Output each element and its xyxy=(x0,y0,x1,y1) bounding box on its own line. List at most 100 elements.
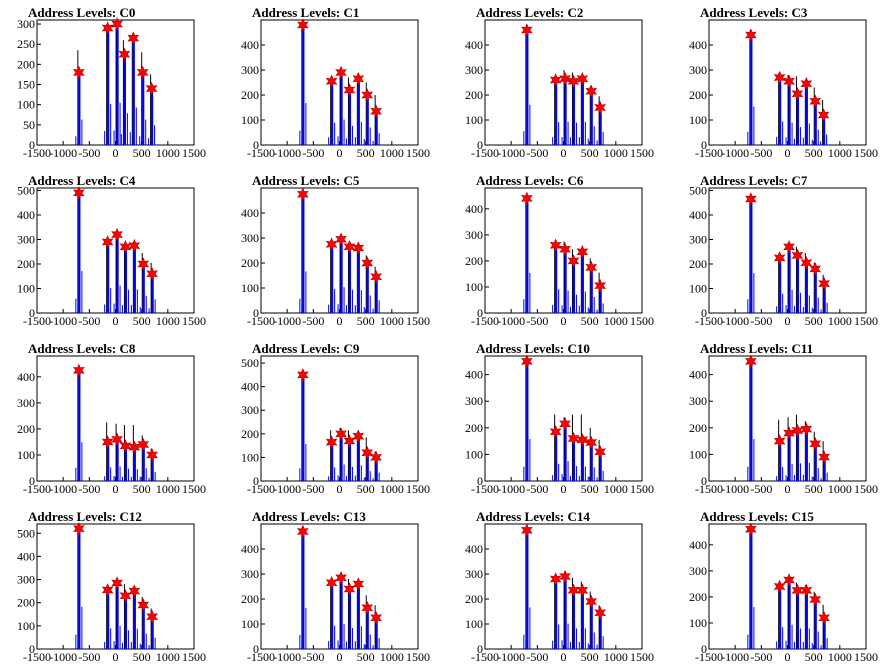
peak-marker xyxy=(352,577,365,591)
chart-panel: Address Levels: C15 0 100 200 300 400 -1500 -10… xyxy=(672,504,896,672)
y-tick-label: 100 xyxy=(465,447,483,461)
peak-marker xyxy=(791,583,804,598)
y-tick-label: 300 xyxy=(241,231,259,245)
peak-marker xyxy=(800,77,813,91)
x-tick-label: 500 xyxy=(581,482,599,496)
peak-5 xyxy=(809,87,822,145)
peak-marker xyxy=(128,584,141,598)
x-tick-label: -1500 xyxy=(23,146,51,160)
y-tick-label: 500 xyxy=(17,183,35,197)
peak-marker xyxy=(335,232,347,246)
chart-panel: Address Levels: C9 0 100 200 300 400 500 -1500-… xyxy=(224,336,448,504)
plot-frame xyxy=(260,355,419,482)
peak-4 xyxy=(352,577,365,649)
chart-svg: 0 100 200 300 400 500 -1500-1000 -500 0 500 1000 15… xyxy=(689,183,878,328)
peak-2 xyxy=(111,576,123,649)
peak-6 xyxy=(370,450,382,481)
x-tick-label: -500 xyxy=(750,650,772,664)
x-tick-label: 1500 xyxy=(854,314,878,328)
peak-5 xyxy=(585,427,598,481)
chart-svg: 0 100 200 300 400 -1500-1000 -500 0 500 1000 1500 xyxy=(241,523,430,664)
peak-1 xyxy=(549,572,562,649)
chart-svg: 0 100 200 300 400 -1500-1000 -500 0 500 1000 1500 xyxy=(689,19,878,160)
peak-5 xyxy=(585,591,598,649)
x-tick-label: 500 xyxy=(581,650,599,664)
chart-panel: Address Levels: C1 0 100 200 300 400 -1500 -100… xyxy=(224,0,448,168)
x-tick-label: 500 xyxy=(357,146,375,160)
y-tick-label: 0 xyxy=(701,138,707,152)
x-tick-label: 0 xyxy=(337,482,343,496)
y-tick-label: 0 xyxy=(701,306,707,320)
chart-title: Address Levels: C13 xyxy=(252,509,366,524)
peak-marker xyxy=(773,70,786,85)
peak-marker xyxy=(352,241,365,255)
peak-marker xyxy=(800,422,813,436)
peak-marker xyxy=(567,254,580,268)
chart-title: Address Levels: C12 xyxy=(28,509,142,524)
peak-5 xyxy=(137,596,150,649)
y-tick-label: 300 xyxy=(17,396,35,410)
peak-2 xyxy=(559,569,571,649)
y-tick-label: 300 xyxy=(689,232,707,246)
peak-3 xyxy=(118,40,131,145)
chart-svg: 0 100 200 300 400 -1500-1000 -500 0 500 1000 1500 xyxy=(465,187,654,328)
y-tick-label: 100 xyxy=(465,617,483,631)
peak-marker xyxy=(521,23,533,37)
x-tick-label: 500 xyxy=(805,314,823,328)
y-tick-label: 200 xyxy=(465,421,483,435)
peak-marker xyxy=(791,87,804,101)
x-tick-label: -1500 xyxy=(695,482,723,496)
x-tick-label: 1000 xyxy=(380,314,404,328)
x-tick-label: -1500 xyxy=(247,482,275,496)
x-tick-label: 0 xyxy=(337,146,343,160)
peak-6 xyxy=(146,448,158,481)
peak-marker xyxy=(559,72,571,86)
peak-marker xyxy=(521,523,533,537)
y-tick-label: 400 xyxy=(689,208,707,222)
x-tick-label: 500 xyxy=(581,314,599,328)
x-tick-label: 500 xyxy=(805,650,823,664)
x-tick-label: -1000 xyxy=(497,482,525,496)
peak-marker xyxy=(343,240,356,254)
peak-marker xyxy=(809,592,822,607)
y-tick-label: 300 xyxy=(17,232,35,246)
chart-panel: Address Levels: C7 0 100 200 300 400 500 -1500-… xyxy=(672,168,896,336)
peak-3 xyxy=(343,430,356,481)
y-tick-label: 400 xyxy=(689,538,707,552)
y-tick-label: 200 xyxy=(465,88,483,102)
y-tick-label: 200 xyxy=(17,57,35,71)
chart-svg: 0 100 200 300 400 -1500-1000 -500 0 500 1000 1500 xyxy=(241,187,430,328)
x-tick-label: 500 xyxy=(357,482,375,496)
peak-5 xyxy=(361,437,374,481)
x-tick-label: 1000 xyxy=(156,314,180,328)
chart-svg: 0 50 100 150 200 250 300 -1500-1000 -500 0 500 1000… xyxy=(17,17,206,160)
chart-title: Address Levels: C14 xyxy=(476,509,590,524)
x-tick-label: 500 xyxy=(133,314,151,328)
y-tick-label: 0 xyxy=(701,474,707,488)
x-tick-label: 0 xyxy=(785,650,791,664)
x-tick-label: -500 xyxy=(78,146,100,160)
x-tick-label: 0 xyxy=(561,482,567,496)
x-tick-label: 0 xyxy=(785,146,791,160)
y-tick-label: 400 xyxy=(465,202,483,216)
peak-marker xyxy=(585,260,598,275)
chart-panel: Address Levels: C10 0 100 200 300 400 -1500 -10… xyxy=(448,336,672,504)
peak-marker xyxy=(146,609,158,624)
x-tick-label: -1500 xyxy=(695,314,723,328)
x-tick-label: 0 xyxy=(113,314,119,328)
y-tick-label: 100 xyxy=(241,113,259,127)
peak-marker xyxy=(549,73,562,87)
peak-1 xyxy=(101,583,114,649)
x-tick-label: -500 xyxy=(78,482,100,496)
peak-3 xyxy=(119,425,132,481)
y-tick-label: 200 xyxy=(17,257,35,271)
peak-marker xyxy=(594,100,606,115)
x-tick-label: -1000 xyxy=(721,146,749,160)
peak-4 xyxy=(800,421,813,481)
x-tick-label: -1500 xyxy=(23,650,51,664)
peak-6 xyxy=(594,439,606,481)
peak-2 xyxy=(335,571,347,649)
peak-marker xyxy=(745,28,757,42)
peak-marker xyxy=(325,576,338,590)
x-tick-label: -1500 xyxy=(471,650,499,664)
